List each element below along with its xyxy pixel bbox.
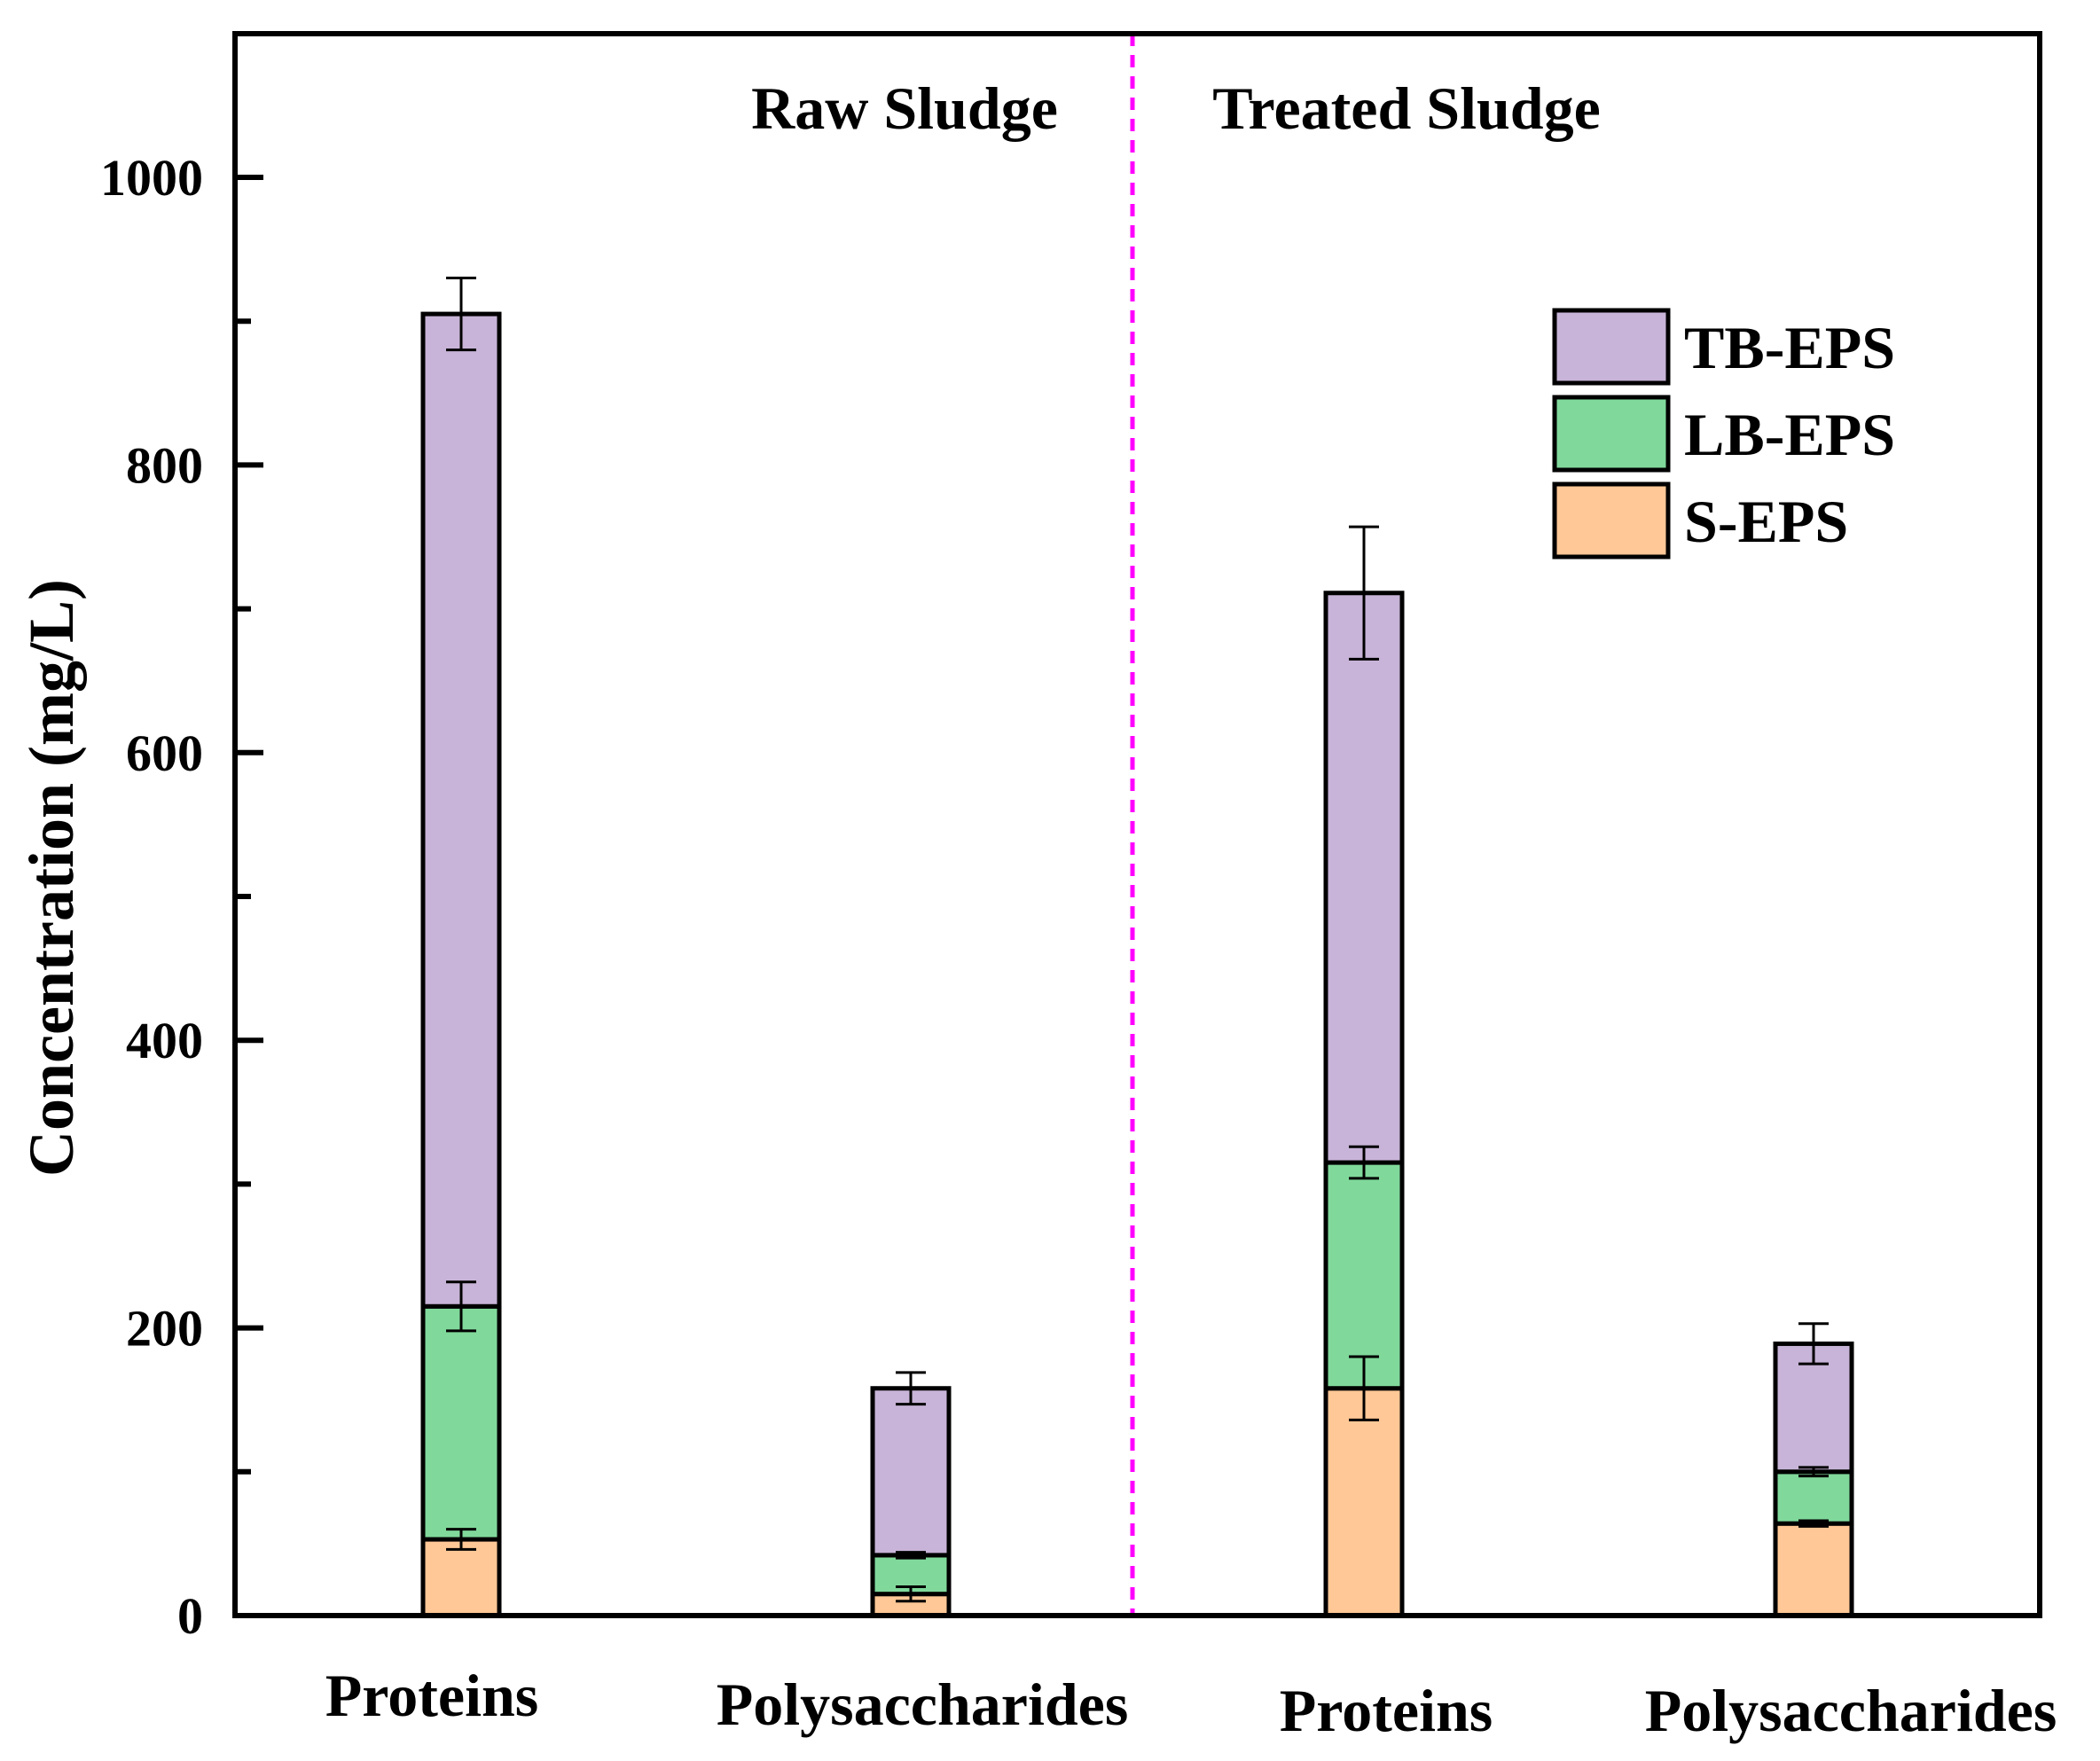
legend-label-tb-eps: TB-EPS <box>1684 314 1895 381</box>
error-bar-tb-eps-2 <box>1349 525 1379 661</box>
legend-label-s-eps: S-EPS <box>1684 488 1848 555</box>
bar-segment-lb-eps-0 <box>420 1303 502 1542</box>
legend: TB-EPS LB-EPS S-EPS <box>1552 308 1895 560</box>
y-tick-label-800: 800 <box>126 436 203 494</box>
bar-segment-lb-eps-2 <box>1323 1160 1405 1391</box>
plot-area: Raw Sludge Treated Sludge <box>420 34 1854 1618</box>
x-category-label-2: Proteins <box>1280 1677 1493 1744</box>
group-label-1: Treated Sludge <box>1212 74 1601 142</box>
axes: 0 200 400 600 800 1000 Proteins Polysaccharides… <box>100 31 2057 1744</box>
bar-segment-tb-eps-2 <box>1323 591 1405 1165</box>
y-tick-label-400: 400 <box>126 1012 203 1069</box>
legend-swatch-lb-eps <box>1552 395 1671 473</box>
plot-frame <box>232 31 2042 1618</box>
x-category-label-0: Proteins <box>325 1662 539 1729</box>
error-bar-lb-eps-0 <box>446 1280 476 1333</box>
error-bar-tb-eps-3 <box>1798 1322 1829 1366</box>
bar-segment-lb-eps-3 <box>1773 1469 1854 1526</box>
y-axis-title: Concentration (mg/L) <box>16 579 87 1177</box>
error-bar-s-eps-1 <box>896 1585 926 1603</box>
error-bar-lb-eps-2 <box>1349 1145 1379 1180</box>
bar-segment-s-eps-2 <box>1323 1386 1405 1618</box>
error-bar-tb-eps-0 <box>446 277 476 352</box>
x-category-label-3: Polysaccharides <box>1645 1677 2057 1744</box>
y-tick-label-1000: 1000 <box>100 149 203 207</box>
group-label-0: Raw Sludge <box>751 74 1058 142</box>
bar-segment-s-eps-0 <box>420 1537 502 1618</box>
x-category-label-1: Polysaccharides <box>717 1671 1129 1738</box>
legend-label-lb-eps: LB-EPS <box>1684 401 1895 468</box>
y-tick-label-0: 0 <box>177 1587 203 1645</box>
bar-segment-tb-eps-1 <box>870 1386 952 1558</box>
error-bar-s-eps-3 <box>1798 1519 1829 1528</box>
error-bar-lb-eps-3 <box>1798 1466 1829 1478</box>
legend-swatch-tb-eps <box>1552 308 1671 386</box>
legend-swatch-s-eps <box>1552 481 1671 560</box>
y-tick-label-600: 600 <box>126 724 203 782</box>
bar-segment-tb-eps-0 <box>420 311 502 1309</box>
error-bar-s-eps-2 <box>1349 1355 1379 1421</box>
error-bar-lb-eps-1 <box>896 1551 926 1560</box>
bar-segment-s-eps-3 <box>1773 1521 1854 1618</box>
error-bar-s-eps-0 <box>446 1528 476 1551</box>
error-bar-tb-eps-1 <box>896 1371 926 1406</box>
y-tick-label-200: 200 <box>126 1300 203 1358</box>
